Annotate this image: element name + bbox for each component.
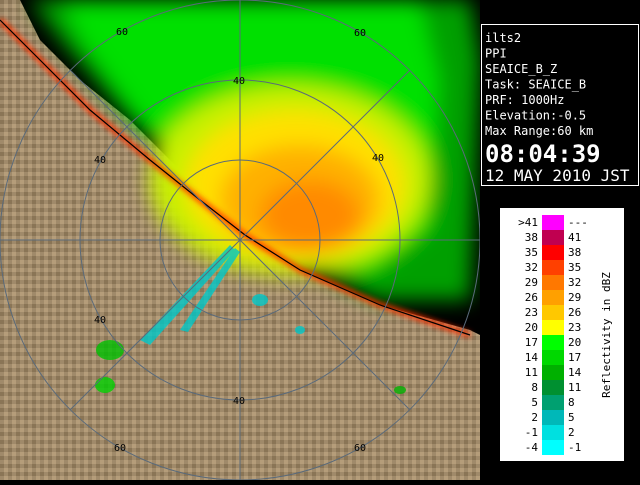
- legend-high: 26: [568, 306, 581, 319]
- land-echoes: [95, 245, 406, 394]
- legend-low: >41: [518, 216, 538, 229]
- map-area: 60 60 40 40 40 40 40 60 60: [0, 0, 480, 480]
- legend-high: 29: [568, 291, 581, 304]
- range-label: 40: [94, 315, 106, 326]
- legend-swatch: [542, 215, 564, 230]
- legend-swatch: [542, 365, 564, 380]
- legend-high: ---: [568, 216, 588, 229]
- legend-low: 5: [531, 396, 538, 409]
- legend-swatch: [542, 350, 564, 365]
- legend-swatch: [542, 410, 564, 425]
- legend-low: 8: [531, 381, 538, 394]
- legend-low: 2: [531, 411, 538, 424]
- legend-low: -1: [525, 426, 538, 439]
- legend-high: 2: [568, 426, 575, 439]
- time: 08:04:39: [485, 140, 601, 168]
- legend-swatch: [542, 305, 564, 320]
- legend-low: 38: [525, 231, 538, 244]
- legend-high: 5: [568, 411, 575, 424]
- legend-swatch: [542, 290, 564, 305]
- info-line: PRF: 1000Hz: [485, 93, 564, 107]
- legend-high: -1: [568, 441, 581, 454]
- legend-high: 8: [568, 396, 575, 409]
- legend: >41 --- 38 41 35 38 32 35 29 32 26 29 23 26 20 23 17 20 14…: [518, 215, 588, 455]
- legend-high: 23: [568, 321, 581, 334]
- range-label: 40: [94, 155, 106, 166]
- legend-high: 14: [568, 366, 582, 379]
- date: 12 MAY 2010 JST: [485, 166, 630, 185]
- range-label: 40: [233, 76, 245, 87]
- legend-swatch: [542, 320, 564, 335]
- legend-swatch: [542, 245, 564, 260]
- legend-low: 32: [525, 261, 538, 274]
- legend-low: 20: [525, 321, 538, 334]
- legend-low: 14: [525, 351, 539, 364]
- legend-swatch: [542, 440, 564, 455]
- info-line: Elevation:-0.5: [485, 109, 586, 123]
- legend-low: 11: [525, 366, 538, 379]
- legend-swatch: [542, 260, 564, 275]
- range-label: 60: [354, 28, 366, 39]
- range-label: 60: [116, 27, 128, 38]
- legend-swatch: [542, 230, 564, 245]
- info-line: SEAICE_B_Z: [485, 62, 557, 76]
- range-rings: [0, 0, 480, 480]
- legend-high: 35: [568, 261, 581, 274]
- legend-high: 41: [568, 231, 581, 244]
- range-labels: 60 60 40 40 40 40 40 60 60: [94, 27, 384, 454]
- legend-low: 23: [525, 306, 538, 319]
- legend-low: 26: [525, 291, 538, 304]
- legend-swatch: [542, 335, 564, 350]
- legend-high: 20: [568, 336, 581, 349]
- legend-swatch: [542, 275, 564, 290]
- range-label: 60: [114, 443, 126, 454]
- legend-low: 35: [525, 246, 538, 259]
- info-box: [481, 24, 639, 186]
- range-label: 40: [233, 396, 245, 407]
- legend-swatch: [542, 425, 564, 440]
- legend-low: 17: [525, 336, 538, 349]
- info-line: PPI: [485, 47, 507, 61]
- legend-high: 38: [568, 246, 581, 259]
- range-label: 40: [372, 153, 384, 164]
- info-line: Max Range:60 km: [485, 124, 593, 138]
- legend-low: -4: [525, 441, 539, 454]
- legend-swatch: [542, 380, 564, 395]
- legend-high: 32: [568, 276, 581, 289]
- info-line: Task: SEAICE_B: [485, 78, 586, 92]
- legend-swatch: [542, 395, 564, 410]
- legend-high: 11: [568, 381, 581, 394]
- legend-low: 29: [525, 276, 538, 289]
- info-line: ilts2: [485, 31, 521, 45]
- range-label: 60: [354, 443, 366, 454]
- legend-title: Reflectivity in dBZ: [600, 272, 613, 398]
- legend-high: 17: [568, 351, 581, 364]
- echo-field: [30, 0, 480, 300]
